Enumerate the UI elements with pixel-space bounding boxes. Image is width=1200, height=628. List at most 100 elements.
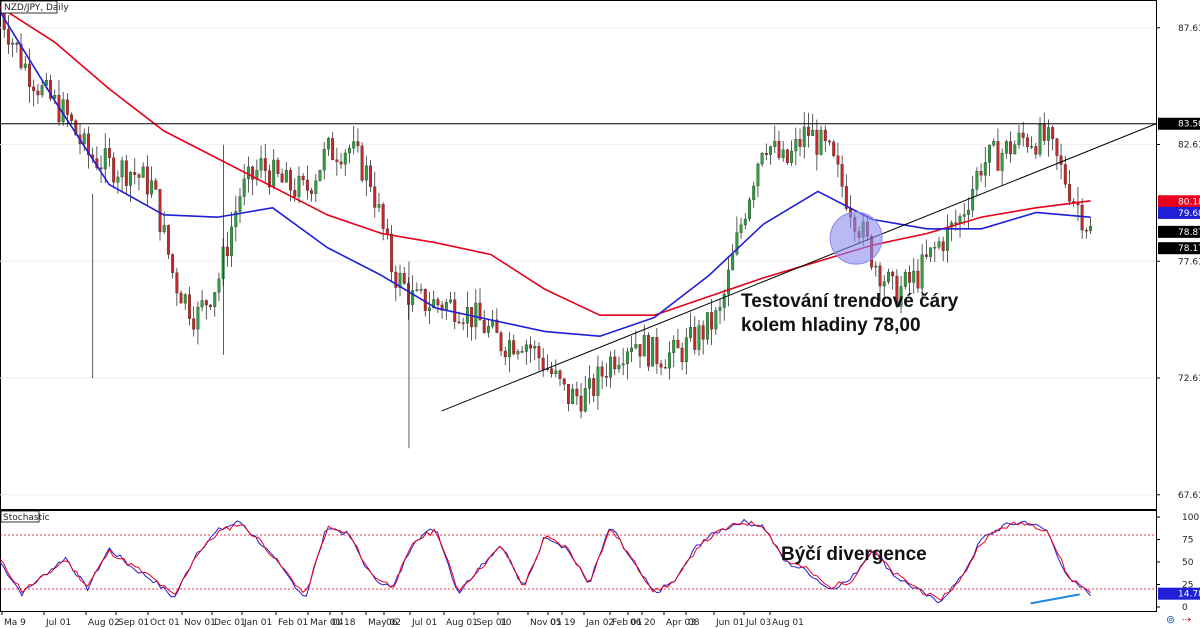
price-candle: [255, 159, 259, 186]
price-candle: [971, 175, 975, 217]
price-candle: [891, 270, 895, 290]
price-candle: [377, 192, 381, 212]
price-candle: [739, 217, 743, 239]
price-candle: [171, 253, 175, 279]
price-badge-label: 78.87: [1178, 228, 1200, 238]
price-candle: [819, 125, 823, 156]
stochastic-ytick-label: 50: [1182, 558, 1194, 568]
price-series-ma-red: [0, 6, 1091, 317]
price-candle: [314, 174, 318, 203]
x-tick-label: 19: [564, 618, 576, 628]
x-tick-label: 18: [344, 618, 356, 628]
price-candle: [592, 373, 596, 403]
price-candle: [499, 330, 503, 357]
x-tick-label: 20: [644, 618, 656, 628]
price-candle: [524, 339, 528, 365]
price-candle: [263, 144, 267, 183]
price-candle: [360, 142, 364, 183]
price-ytick-label: 82.61: [1178, 141, 1200, 151]
annotation-trendline-line2: kolem hladiny 78,00: [741, 315, 921, 336]
price-candle: [322, 141, 326, 180]
price-panel: 87.61 82.61 77.61 72.61 67.61 83.50 80.18 79.6…: [0, 0, 1200, 510]
price-candle: [103, 133, 107, 184]
price-candle: [1004, 139, 1008, 159]
price-candle: [1051, 125, 1055, 151]
price-candle: [1025, 133, 1029, 153]
price-candle: [15, 41, 19, 53]
price-candle: [588, 365, 591, 404]
price-candle: [718, 298, 722, 324]
price-candle: [40, 80, 44, 98]
price-candle: [225, 232, 229, 267]
price-candle: [1063, 155, 1067, 188]
price-candle: [903, 269, 907, 290]
price-candle: [895, 269, 899, 309]
price-candle: [486, 320, 490, 338]
price-candle: [554, 359, 558, 378]
price-candle: [655, 328, 659, 374]
price-candle: [364, 156, 368, 197]
price-candle: [537, 342, 541, 371]
price-candle: [785, 148, 789, 165]
price-candle: [32, 79, 36, 107]
price-candle: [326, 136, 330, 156]
price-candle: [798, 128, 802, 157]
price-candle: [693, 316, 697, 355]
price-candle: [646, 332, 650, 372]
price-candle: [272, 149, 276, 190]
price-ytick-label: 72.61: [1178, 374, 1200, 384]
stochastic-title: Stochastic: [3, 513, 50, 523]
pin-icon[interactable]: ⇢: [1182, 613, 1192, 626]
x-tick-label: 04: [332, 618, 344, 628]
x-tick-label: Jan 01: [243, 618, 272, 628]
price-candle: [301, 173, 305, 186]
price-candle: [663, 359, 667, 369]
price-candle: [929, 247, 933, 263]
link-icon[interactable]: ⊚: [1166, 613, 1176, 626]
price-candle: [945, 214, 949, 263]
price-ytick-label: 87.61: [1178, 24, 1200, 34]
price-candle: [764, 143, 768, 161]
price-candle: [124, 154, 128, 196]
price-candle: [183, 293, 187, 310]
price-candle: [86, 126, 90, 169]
price-candle: [781, 141, 785, 162]
price-candle: [996, 128, 1000, 171]
price-candle: [899, 276, 903, 314]
price-candle: [6, 15, 10, 55]
price-badge: 79.68: [1158, 206, 1200, 219]
divergence-line: [1030, 593, 1080, 605]
price-candle: [11, 38, 15, 58]
price-candle: [571, 383, 575, 405]
annotation-divergence: Býčí divergence: [781, 544, 927, 565]
price-candle: [1089, 217, 1093, 234]
price-candle: [756, 162, 760, 198]
price-candle: [769, 145, 773, 165]
price-badge-label: 79.68: [1178, 209, 1200, 219]
price-candle: [916, 259, 920, 293]
price-candle: [356, 128, 360, 153]
price-candle: [318, 169, 322, 182]
price-candle: [280, 168, 284, 183]
price-candle: [566, 384, 570, 412]
price-candle: [529, 336, 532, 363]
price-candle: [175, 267, 179, 306]
price-candle: [268, 164, 271, 195]
price-title-box: NZD/JPY, Daily: [0, 0, 69, 14]
x-tick-label: Jul 01: [411, 618, 437, 628]
price-candle: [773, 125, 777, 154]
price-candle: [335, 147, 339, 176]
price-panel-frame: [0, 0, 1157, 510]
price-candle: [697, 319, 701, 356]
price-candle: [188, 286, 191, 326]
price-candle: [600, 360, 604, 390]
price-candle: [1000, 148, 1004, 187]
price-candle: [234, 195, 238, 242]
price-candle: [57, 80, 61, 126]
price-candle: [920, 244, 924, 305]
x-tick-label: Sep 01: [476, 618, 507, 628]
price-candle: [133, 158, 137, 185]
price-candle: [621, 347, 625, 376]
price-candle: [743, 213, 747, 230]
